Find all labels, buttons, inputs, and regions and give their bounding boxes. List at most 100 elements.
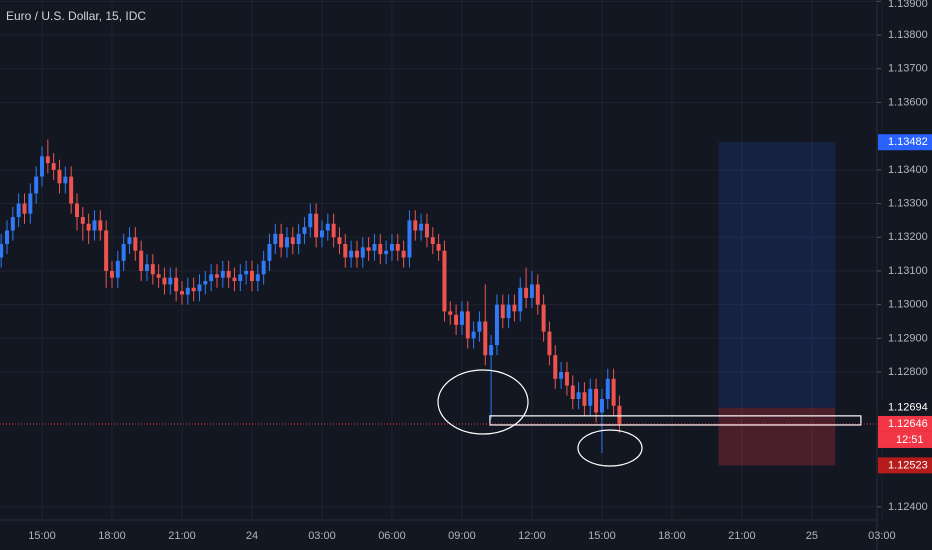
position-stop-zone xyxy=(718,407,836,466)
candle-body xyxy=(86,223,91,231)
candle-body xyxy=(325,223,330,231)
x-tick-label: 25 xyxy=(806,530,818,542)
candle-body xyxy=(4,230,9,244)
candle-body xyxy=(302,227,307,234)
candle-body xyxy=(109,270,114,278)
candle-body xyxy=(92,220,97,231)
candle-body xyxy=(494,304,499,346)
marks xyxy=(0,139,877,466)
candle-body xyxy=(255,274,260,282)
candle-body xyxy=(576,392,581,400)
y-tick-label: 1.12800 xyxy=(888,366,928,378)
candle-body xyxy=(284,237,289,248)
x-tick-label: 03:00 xyxy=(868,530,896,542)
y-tick-label: 1.13000 xyxy=(888,299,928,311)
ellipse-annotation xyxy=(437,369,529,435)
candle-body xyxy=(267,243,272,261)
candle-body xyxy=(144,264,149,271)
candle-body xyxy=(343,243,348,258)
y-tick-label: 1.13200 xyxy=(888,231,928,243)
candle-body xyxy=(314,213,319,238)
candle-body xyxy=(401,250,406,258)
candle-body xyxy=(185,287,190,295)
candle-body xyxy=(483,321,488,356)
candle-body xyxy=(506,304,511,319)
candle-body xyxy=(541,304,546,332)
candle-body xyxy=(413,220,418,231)
candle-body xyxy=(197,284,202,292)
candle-body xyxy=(319,230,324,238)
candle-body xyxy=(39,156,44,177)
price-label-bg xyxy=(878,399,932,416)
candle-body xyxy=(279,233,284,248)
position-target-zone xyxy=(718,142,836,408)
candle-body xyxy=(104,230,109,271)
candle-body xyxy=(500,304,505,319)
candle-body xyxy=(448,311,453,315)
candle-body xyxy=(471,331,476,339)
axes: 15:00 18:00 21:00 24 03:00 06:00 09:00 12:00 15:… xyxy=(28,0,932,542)
candle-body xyxy=(0,243,4,258)
candle-body xyxy=(424,223,429,238)
candle-body xyxy=(605,378,610,400)
grid xyxy=(0,0,883,520)
candle-body xyxy=(273,233,278,244)
candle-body xyxy=(63,176,68,184)
candle-body xyxy=(34,176,39,194)
candle-body xyxy=(378,243,383,255)
candle-body xyxy=(244,270,249,275)
candle-body xyxy=(16,203,21,218)
y-tick-label: 1.13600 xyxy=(888,96,928,108)
price-label-bg xyxy=(878,457,932,474)
candle-body xyxy=(366,247,371,251)
x-tick-label: 15:00 xyxy=(28,530,56,542)
candle-body xyxy=(121,243,126,261)
candle-body xyxy=(524,287,529,298)
candle-body xyxy=(436,243,441,251)
candle-body xyxy=(454,314,459,325)
candle-body xyxy=(150,264,155,275)
candle-body xyxy=(331,223,336,238)
candle-body xyxy=(214,274,219,278)
candle-body xyxy=(133,237,138,251)
candle-body xyxy=(249,270,254,282)
y-tick-label: 1.13900 xyxy=(888,0,928,10)
x-tick-label: 15:00 xyxy=(588,530,616,542)
candle-body xyxy=(564,372,569,386)
candle-body xyxy=(290,237,295,244)
candle-body xyxy=(477,321,482,332)
price-label: 1.12694 xyxy=(888,402,928,414)
x-tick-label: 21:00 xyxy=(168,530,196,542)
candle-body xyxy=(442,250,447,312)
price-label: 1.13482 xyxy=(888,136,928,148)
candle-body xyxy=(162,277,167,285)
candle-body xyxy=(594,388,599,413)
countdown-bg xyxy=(878,431,932,448)
candle-body xyxy=(69,176,74,204)
y-tick-label: 1.12400 xyxy=(888,501,928,513)
x-tick-label: 21:00 xyxy=(728,530,756,542)
candle-body xyxy=(465,311,470,339)
candle-body xyxy=(156,274,161,278)
candle-body xyxy=(308,213,313,228)
candle-body xyxy=(570,385,575,400)
price-label: 1.12646 xyxy=(888,418,928,430)
candle-body xyxy=(384,250,389,255)
y-tick-label: 1.13300 xyxy=(888,197,928,209)
candle-body xyxy=(174,277,179,292)
candle-body xyxy=(354,250,359,258)
x-tick-label: 06:00 xyxy=(378,530,406,542)
candle-body xyxy=(179,291,184,295)
candle-body xyxy=(22,203,27,214)
x-tick-label: 09:00 xyxy=(448,530,476,542)
candle-body xyxy=(559,372,564,379)
candle-body xyxy=(611,378,616,406)
candle-body xyxy=(45,156,50,164)
candle-body xyxy=(203,281,208,285)
candle-body xyxy=(98,220,103,231)
candle-body xyxy=(349,250,354,258)
y-tick-label: 1.13700 xyxy=(888,63,928,75)
candle-body xyxy=(588,388,593,406)
candle-body xyxy=(127,237,132,244)
